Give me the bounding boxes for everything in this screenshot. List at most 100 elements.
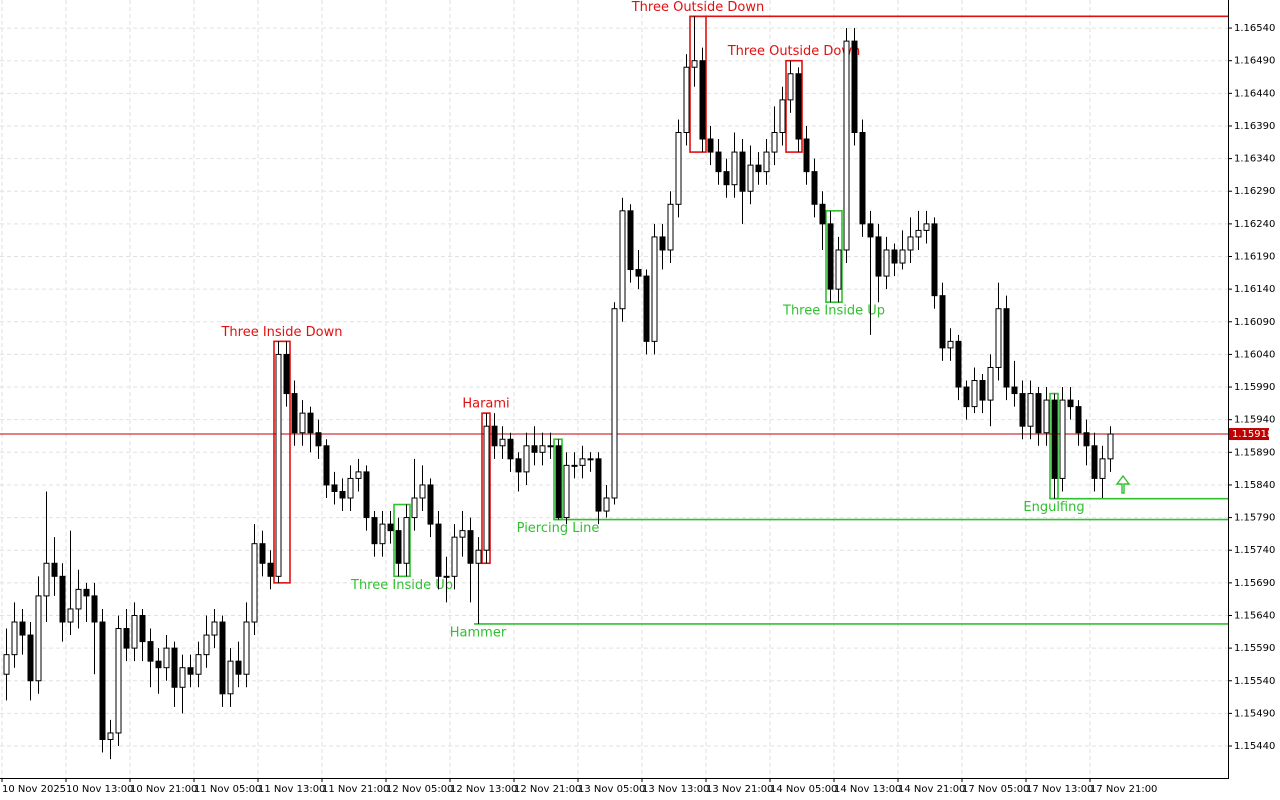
- candle-body: [163, 647, 170, 669]
- candle-body: [123, 628, 130, 649]
- candle-body: [363, 471, 370, 519]
- pattern-label: Engulfing: [1023, 500, 1084, 515]
- candle-body: [715, 151, 722, 173]
- candle-body: [915, 229, 922, 238]
- x-tick-label: 17 Nov 13:00: [1026, 784, 1093, 795]
- y-tick-label: 1.15540: [1234, 676, 1275, 687]
- candle-body: [11, 621, 18, 656]
- y-tick-label: 1.16340: [1234, 154, 1275, 165]
- pattern-label: Three Inside Up: [782, 304, 885, 319]
- candle-body: [923, 223, 930, 231]
- pattern-label: Piercing Line: [517, 521, 600, 536]
- candle-body: [1091, 445, 1098, 479]
- candle-body: [931, 223, 938, 297]
- x-tick-label: 10 Nov 13:00: [66, 784, 133, 795]
- y-tick-label: 1.16040: [1234, 349, 1275, 360]
- candle-body: [315, 432, 322, 447]
- candle-body: [603, 497, 610, 512]
- candle-body: [67, 608, 74, 623]
- candle-body: [283, 353, 290, 395]
- pattern-label: Hammer: [450, 625, 507, 640]
- candle-body: [1107, 433, 1114, 460]
- candle-body: [91, 595, 98, 623]
- candle-body: [443, 575, 450, 578]
- candle-body: [691, 60, 698, 68]
- y-tick-label: 1.15640: [1234, 610, 1275, 621]
- y-tick-label: 1.15840: [1234, 480, 1275, 491]
- candle-body: [523, 445, 530, 473]
- candle-body: [371, 517, 378, 545]
- candle-body: [1011, 386, 1018, 395]
- candle-body: [571, 464, 578, 467]
- candle-body: [827, 223, 834, 290]
- pattern-box: [825, 210, 843, 303]
- candle-body: [723, 171, 730, 186]
- x-tick-label: 17 Nov 05:00: [962, 784, 1029, 795]
- candle-body: [451, 536, 458, 577]
- candle-body: [547, 445, 554, 448]
- y-tick-label: 1.16090: [1234, 317, 1275, 328]
- candle-body: [731, 151, 738, 186]
- pattern-label: Three Inside Down: [220, 325, 342, 340]
- candle-body: [651, 236, 658, 342]
- candle-body: [907, 236, 914, 251]
- candle-body: [331, 484, 338, 492]
- candle-body: [243, 621, 250, 675]
- candle-body: [963, 386, 970, 408]
- candle-body: [227, 660, 234, 695]
- candle-body: [667, 203, 674, 251]
- candle-body: [811, 171, 818, 205]
- y-tick-label: 1.15740: [1234, 545, 1275, 556]
- x-tick-label: 10 Nov 21:00: [130, 784, 197, 795]
- candle-body: [435, 523, 442, 577]
- x-tick-label: 14 Nov 21:00: [898, 784, 965, 795]
- y-tick-label: 1.16190: [1234, 252, 1275, 263]
- candle-body: [787, 73, 794, 101]
- candle-body: [387, 523, 394, 532]
- candle-body: [147, 641, 154, 662]
- y-tick-label: 1.16390: [1234, 121, 1275, 132]
- candle-body: [299, 412, 306, 434]
- candle-body: [187, 667, 194, 675]
- candle-body: [179, 667, 186, 688]
- candle-body: [587, 458, 594, 461]
- candle-body: [595, 458, 602, 512]
- candle-body: [355, 471, 362, 479]
- candle-body: [155, 660, 162, 669]
- y-tick-label: 1.15790: [1234, 513, 1275, 524]
- candle-body: [1043, 399, 1050, 434]
- candle-body: [995, 308, 1002, 368]
- candle-body: [203, 634, 210, 656]
- candle-body: [3, 654, 10, 675]
- candle-body: [83, 588, 90, 597]
- candle-body: [1099, 458, 1106, 479]
- candle-body: [27, 634, 34, 682]
- y-tick-label: 1.16440: [1234, 88, 1275, 99]
- y-tick-label: 1.15590: [1234, 643, 1275, 654]
- y-tick-label: 1.16290: [1234, 186, 1275, 197]
- candle-body: [411, 497, 418, 519]
- pattern-label: Three Outside Down: [727, 44, 861, 59]
- candle-body: [259, 543, 266, 564]
- candle-body: [275, 353, 282, 577]
- candle-body: [379, 523, 386, 545]
- x-tick-label: 11 Nov 13:00: [258, 784, 325, 795]
- candle-body: [635, 269, 642, 277]
- candle-body: [611, 308, 618, 499]
- x-tick-label: 17 Nov 21:00: [1090, 784, 1157, 795]
- x-tick-label: 13 Nov 21:00: [706, 784, 773, 795]
- candle-body: [539, 445, 546, 453]
- y-tick-label: 1.15490: [1234, 708, 1275, 719]
- candle-body: [675, 131, 682, 205]
- candle-body: [1051, 399, 1058, 479]
- candle-body: [1035, 393, 1042, 434]
- candle-body: [1027, 393, 1034, 427]
- y-tick-label: 1.16140: [1234, 284, 1275, 295]
- x-tick-label: 14 Nov 05:00: [770, 784, 837, 795]
- y-tick-label: 1.16490: [1234, 56, 1275, 67]
- candle-body: [395, 530, 402, 564]
- candle-body: [491, 425, 498, 447]
- pattern-box: [273, 340, 291, 584]
- candle-body: [1083, 432, 1090, 447]
- y-tick-label: 1.15690: [1234, 578, 1275, 589]
